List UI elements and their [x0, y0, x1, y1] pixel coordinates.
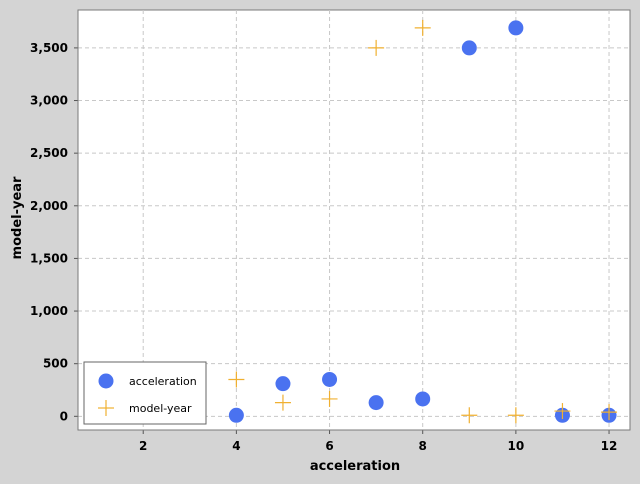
model-year-point: [601, 404, 618, 421]
x-tick-label: 4: [232, 439, 240, 453]
legend: acceleration model-year: [83, 361, 207, 425]
y-tick-label: 2,500: [30, 146, 68, 160]
x-tick-label: 2: [139, 439, 147, 453]
y-axis-title: model-year: [10, 176, 25, 260]
legend-marker-model-year: [98, 400, 114, 416]
acceleration-point: [275, 376, 291, 392]
model-year-point: [554, 403, 571, 420]
legend-label-model-year: model-year: [129, 402, 192, 415]
data-points: [228, 19, 618, 424]
y-tick-label: 500: [43, 357, 68, 371]
legend-box: [83, 361, 207, 425]
model-year-point: [228, 371, 245, 388]
y-tick-label: 1,500: [30, 251, 68, 265]
y-tick-label: 1,000: [30, 304, 68, 318]
legend-marker-acceleration: [98, 373, 114, 389]
acceleration-point: [368, 395, 384, 411]
x-tick-label: 10: [508, 439, 525, 453]
legend-label-acceleration: acceleration: [129, 375, 197, 388]
model-year-point: [461, 407, 478, 424]
y-tick-label: 3,000: [30, 94, 68, 108]
x-tick-label: 12: [601, 439, 618, 453]
x-tick-label: 6: [325, 439, 333, 453]
acceleration-point: [415, 391, 431, 407]
plot-background: [77, 9, 631, 431]
y-tick-label: 3,500: [30, 41, 68, 55]
y-tick-label: 2,000: [30, 199, 68, 213]
acceleration-point: [461, 40, 477, 56]
model-year-point: [321, 390, 338, 407]
acceleration-point: [508, 20, 524, 36]
acceleration-point: [228, 407, 244, 423]
model-year-point: [414, 19, 431, 36]
axes: 2 4 6 8 10 12 0 500 1,000 1,500 2,000 2,500 3,000 3,5…: [30, 10, 630, 453]
x-tick-label: 8: [419, 439, 427, 453]
model-year-point: [274, 394, 291, 411]
y-tick-label: 0: [60, 409, 68, 423]
model-year-point: [507, 407, 524, 424]
x-axis-title: acceleration: [310, 459, 400, 474]
acceleration-point: [322, 371, 338, 387]
model-year-point: [368, 39, 385, 56]
